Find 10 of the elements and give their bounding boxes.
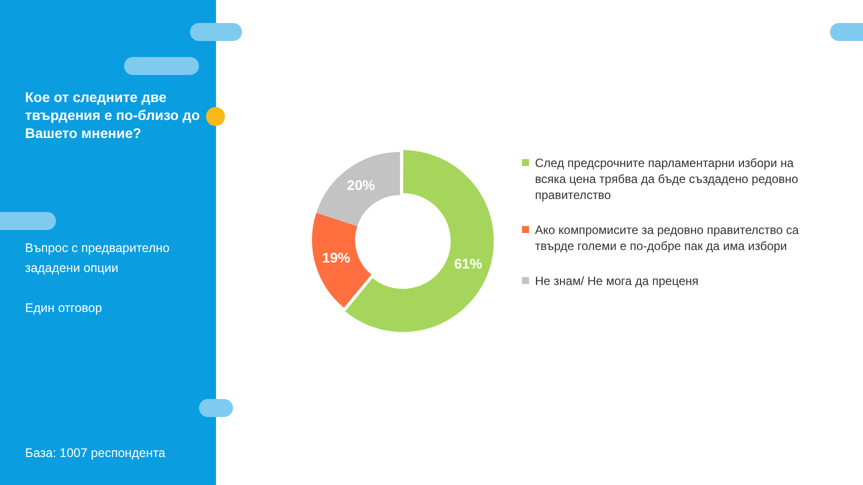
data-label: 20% <box>346 177 376 194</box>
legend-label: Ако компромисите за редовно правителство са твърде големи е по-добре пак да има избори <box>535 222 800 254</box>
data-label: 61% <box>454 255 483 272</box>
legend-label: След предсрочните парламентарни избори на всяка цена трябва да бъде създадено редовно правителство <box>535 155 800 203</box>
text: Кое от следните две твърдения е по-близо до Вашето мнение? <box>25 88 200 142</box>
text: Един отговор <box>25 300 104 317</box>
legend-label: Не знам/ Не мога да преценя <box>535 273 699 289</box>
text: Въпрос с предварително зададени опции <box>25 240 171 277</box>
data-label: 19% <box>322 249 351 266</box>
text: База: 1007 респондента <box>25 445 166 462</box>
